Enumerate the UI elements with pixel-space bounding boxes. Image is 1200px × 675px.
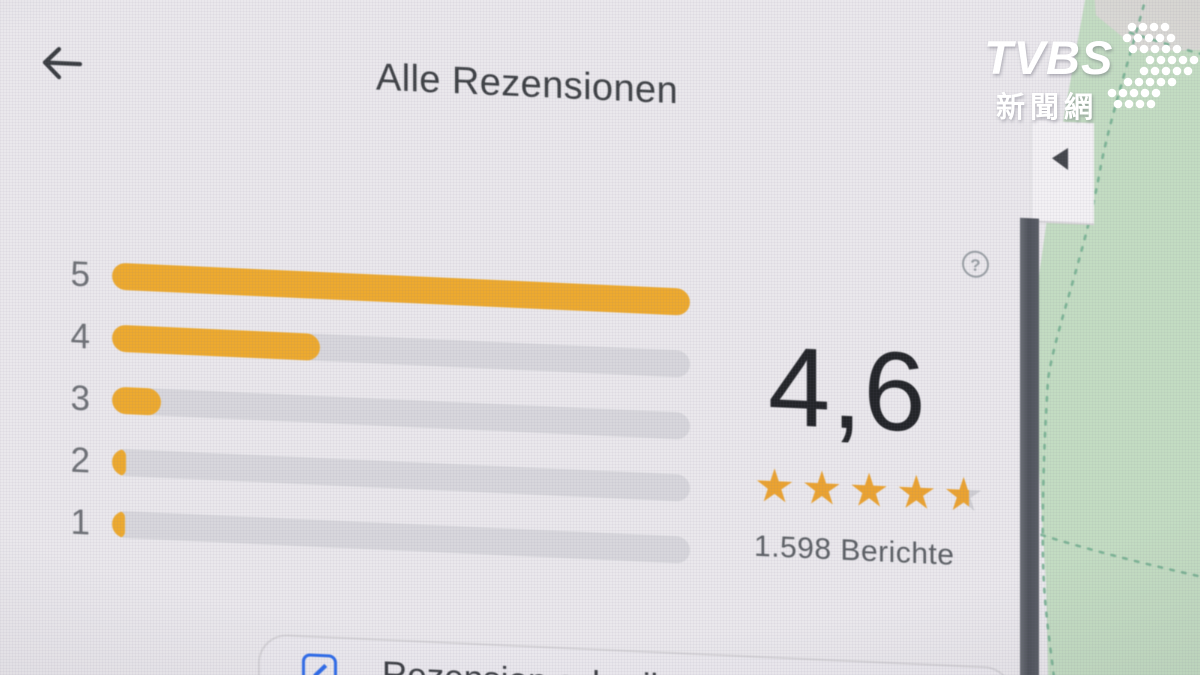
rating-bar-fill [112, 386, 162, 416]
back-button[interactable] [38, 39, 84, 87]
rating-bar-label: 5 [70, 254, 90, 295]
map-roads-patch [1090, 0, 1200, 52]
rating-bar-row-2[interactable]: 2 [46, 440, 690, 502]
star-icon: ★ [895, 465, 943, 520]
rating-bar-fill [112, 324, 321, 361]
rating-bar-row-3[interactable]: 3 [46, 378, 690, 440]
rating-bar-label: 4 [70, 316, 90, 357]
tvbs-subtitle: 新聞網 [996, 92, 1099, 124]
rating-bar-track [112, 510, 690, 564]
star-icon: ★ [754, 458, 802, 513]
vertical-scrollbar[interactable] [1020, 217, 1039, 675]
star-icon: ★ [801, 460, 849, 515]
map-trail-icon [1128, 31, 1200, 109]
average-rating: 4,6 [768, 323, 927, 456]
tvbs-watermark: TVBS 新聞網 [984, 18, 1199, 130]
rating-bar-row-1[interactable]: 1 [46, 502, 690, 564]
map-trail-icon [1041, 0, 1152, 675]
map-park-green [1036, 0, 1200, 675]
pencil-square-icon [302, 653, 337, 675]
half-star-icon: ★ ★ [943, 467, 991, 522]
rating-bar-fill [112, 448, 127, 477]
rating-bar-row-4[interactable]: 4 [46, 316, 690, 378]
star-rating: ★★★★★ ★ [754, 458, 991, 522]
star-icon: ★ [848, 462, 896, 518]
rating-bar-label: 1 [70, 502, 90, 543]
rating-bar-track [112, 386, 690, 440]
rating-bar-fill [112, 510, 125, 539]
rating-bar-track [112, 448, 690, 502]
help-button[interactable]: ? [962, 250, 989, 279]
map-trail-icon [1028, 529, 1200, 621]
rating-bar-label: 3 [70, 378, 90, 419]
write-review-label: Rezension schreiben [382, 655, 709, 675]
rating-histogram: 5 4 3 2 1 [46, 254, 690, 599]
tvbs-dots-icon [1107, 22, 1199, 109]
tvbs-logo-text: TVBS [984, 31, 1114, 84]
write-review-button[interactable]: Rezension schreiben [258, 633, 1014, 675]
rating-bar-label: 2 [70, 440, 90, 481]
question-mark-icon: ? [970, 255, 981, 275]
triangle-left-icon [1052, 147, 1068, 170]
arrow-left-icon [42, 47, 83, 80]
rating-bar-track [112, 324, 690, 378]
collapse-panel-button[interactable] [1032, 120, 1094, 226]
